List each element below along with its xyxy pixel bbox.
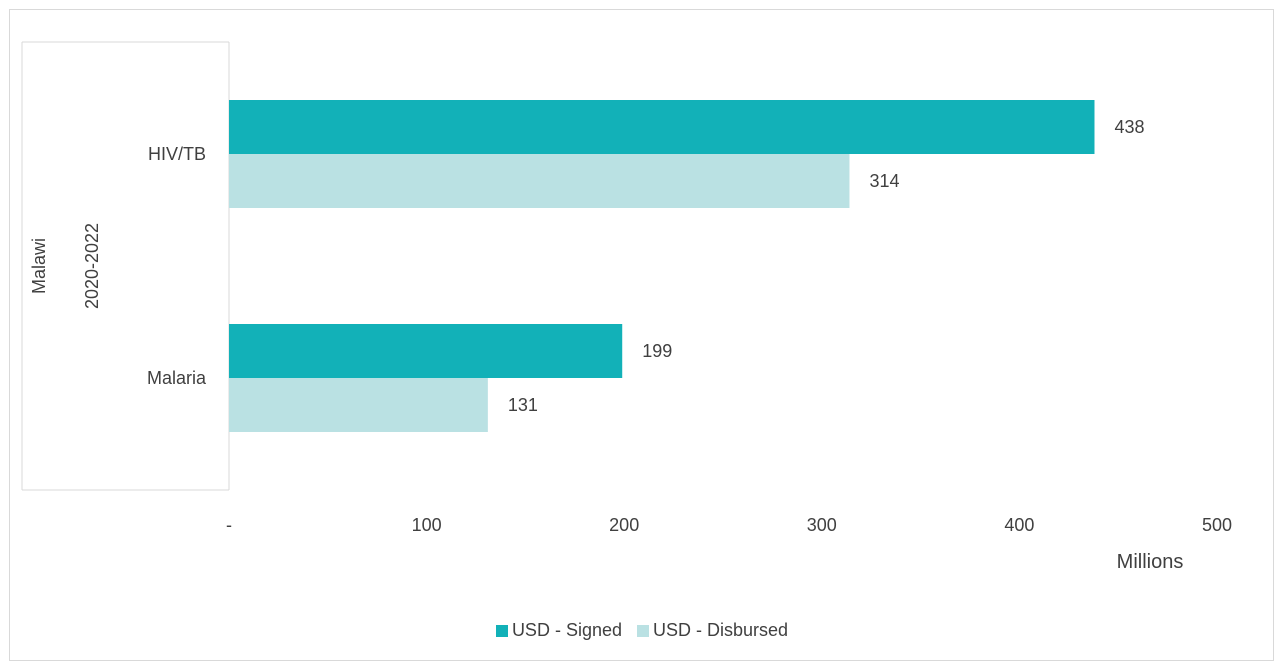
legend-swatch-signed [495, 624, 508, 637]
value-label: 314 [869, 171, 899, 191]
category-label: HIV/TB [148, 144, 206, 164]
bar-malaria-signed [229, 324, 623, 378]
category-label: Malaria [147, 368, 207, 388]
x-tick-label: 200 [609, 515, 639, 535]
period-label: 2020-2022 [82, 223, 102, 309]
legend-item-disbursed: USD - Disbursed [637, 620, 788, 641]
x-tick-label: 100 [412, 515, 442, 535]
legend-swatch-disbursed [637, 624, 650, 637]
category-labels-layer: HIV/TB Malaria [147, 144, 207, 388]
legend-item-signed: USD - Signed [495, 620, 622, 641]
x-axis-title: Millions [1117, 551, 1184, 573]
value-labels-layer: 438 314 199 131 [508, 117, 1145, 415]
x-tick-label: 400 [1004, 515, 1034, 535]
value-label: 438 [1114, 117, 1144, 137]
value-label: 131 [508, 395, 538, 415]
legend: USD - Signed USD - Disbursed [0, 620, 1284, 642]
x-tick-label: 500 [1202, 515, 1232, 535]
bars-layer [229, 100, 1095, 432]
legend-label-disbursed: USD - Disbursed [653, 620, 789, 640]
bar-hiv-tb-disbursed [229, 154, 850, 208]
bar-hiv-tb-signed [229, 100, 1095, 154]
x-tick-label: - [226, 515, 232, 535]
x-tick-labels-layer: - 100 200 300 400 500 [226, 515, 1232, 535]
value-label: 199 [642, 341, 672, 361]
x-tick-label: 300 [807, 515, 837, 535]
group-label: Malawi [29, 238, 49, 294]
bar-malaria-disbursed [229, 378, 488, 432]
legend-label-signed: USD - Signed [511, 620, 622, 640]
